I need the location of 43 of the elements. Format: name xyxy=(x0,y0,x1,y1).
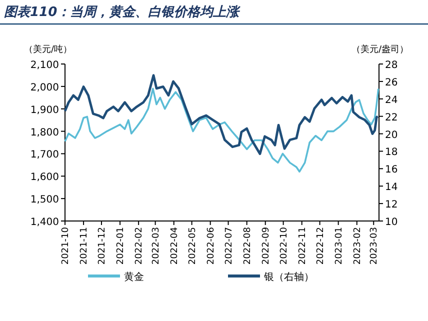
y2-tick-label: 12 xyxy=(385,200,398,211)
x-tick-label: 2023-02 xyxy=(352,227,363,265)
y2-tick-label: 26 xyxy=(385,77,398,88)
y2-tick-label: 10 xyxy=(385,217,398,228)
x-tick-label: 2022-11 xyxy=(298,227,308,265)
x-tick-label: 2022-02 xyxy=(134,227,145,265)
y-tick-label: 1,600 xyxy=(30,172,59,184)
x-tick-label: 2021-11 xyxy=(80,227,90,265)
y-tick-label: 2,100 xyxy=(30,60,59,71)
legend-label: 黄金 xyxy=(124,271,144,283)
x-tick-label: 2022-04 xyxy=(170,226,180,265)
y-tick-label: 2,000 xyxy=(30,82,59,94)
x-tick-label: 2023-03 xyxy=(370,227,380,265)
y-tick-label: 1,900 xyxy=(30,104,59,116)
y2-tick-label: 18 xyxy=(385,147,398,158)
x-tick-label: 2022-12 xyxy=(316,227,326,265)
legend-label: 银（右轴） xyxy=(263,271,314,283)
x-tick-label: 2022-05 xyxy=(188,227,198,265)
x-tick-label: 2022-07 xyxy=(224,227,234,265)
y-tick-label: 1,500 xyxy=(30,194,59,206)
y-tick-label: 1,400 xyxy=(30,217,59,228)
y2-tick-label: 22 xyxy=(385,112,398,124)
y2-tick-label: 20 xyxy=(385,130,398,141)
y2-tick-label: 14 xyxy=(385,182,398,194)
x-tick-label: 2022-10 xyxy=(279,226,290,265)
y-tick-label: 1,700 xyxy=(30,150,59,161)
y2-tick-label: 28 xyxy=(385,60,398,71)
line-series xyxy=(64,88,380,173)
x-tick-label: 2022-01 xyxy=(116,227,126,265)
chart-title: 图表110：当周，黄金、白银价格均上涨 xyxy=(4,5,242,20)
y-axis-title: （美元/吨） xyxy=(24,44,72,55)
y-tick-label: 1,800 xyxy=(30,127,59,138)
line-series xyxy=(64,74,379,156)
y2-tick-label: 24 xyxy=(385,94,398,106)
x-tick-label: 2021-10 xyxy=(61,226,71,265)
x-tick-label: 2021-12 xyxy=(97,227,108,265)
y2-axis-title: （美元/盎司） xyxy=(351,44,409,55)
x-tick-label: 2022-03 xyxy=(151,227,162,265)
y2-tick-label: 16 xyxy=(385,164,398,176)
x-tick-label: 2022-09 xyxy=(261,226,272,265)
x-tick-label: 2022-06 xyxy=(206,226,216,265)
x-tick-label: 2023-01 xyxy=(334,227,344,265)
x-tick-label: 2022-08 xyxy=(242,226,253,265)
